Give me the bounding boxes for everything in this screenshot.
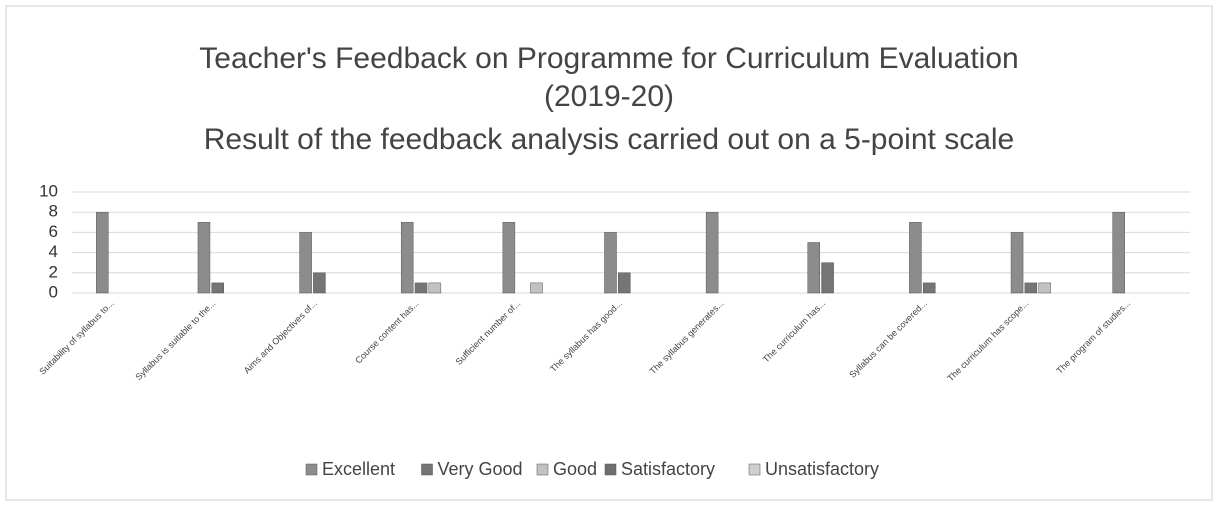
- y-tick-label: 10: [39, 181, 58, 200]
- bar: [821, 262, 834, 294]
- y-tick-label: 2: [49, 262, 58, 281]
- y-tick-label: 0: [49, 282, 58, 301]
- legend-label: Satisfactory: [621, 459, 715, 479]
- bar: [1038, 282, 1051, 294]
- y-tick-label: 8: [49, 202, 58, 221]
- bar: [96, 211, 109, 294]
- legend-swatch: [536, 463, 549, 476]
- bar: [211, 282, 225, 294]
- legend-label: Very Good: [438, 459, 523, 479]
- legend-label: Good: [553, 459, 597, 479]
- bar: [313, 272, 326, 294]
- legend-swatch: [305, 463, 318, 476]
- y-tick-label: 4: [49, 242, 58, 261]
- chart-title: (2019-20): [544, 80, 674, 113]
- legend-label: Excellent: [322, 459, 395, 479]
- chart-subtitle: Result of the feedback analysis carried …: [204, 123, 1014, 156]
- legend-swatch: [421, 463, 433, 476]
- bar: [502, 222, 516, 294]
- bar: [618, 272, 631, 294]
- legend-swatch: [604, 463, 617, 476]
- chart-title: Teacher's Feedback on Programme for Curr…: [199, 42, 1018, 75]
- bar: [922, 282, 936, 294]
- bar: [1112, 211, 1125, 294]
- y-tick-label: 6: [49, 222, 58, 241]
- legend-label: Unsatisfactory: [765, 459, 879, 479]
- bar: [909, 222, 922, 294]
- bar: [197, 222, 211, 294]
- bar: [1024, 282, 1038, 294]
- bar: [1010, 232, 1024, 294]
- bar: [400, 222, 414, 294]
- bar: [428, 282, 442, 294]
- bar: [530, 282, 543, 294]
- bar: [807, 242, 821, 294]
- legend-swatch: [748, 463, 761, 476]
- bar: [299, 232, 312, 294]
- bar: [705, 211, 719, 294]
- bar: [414, 282, 428, 294]
- bar: [604, 232, 617, 294]
